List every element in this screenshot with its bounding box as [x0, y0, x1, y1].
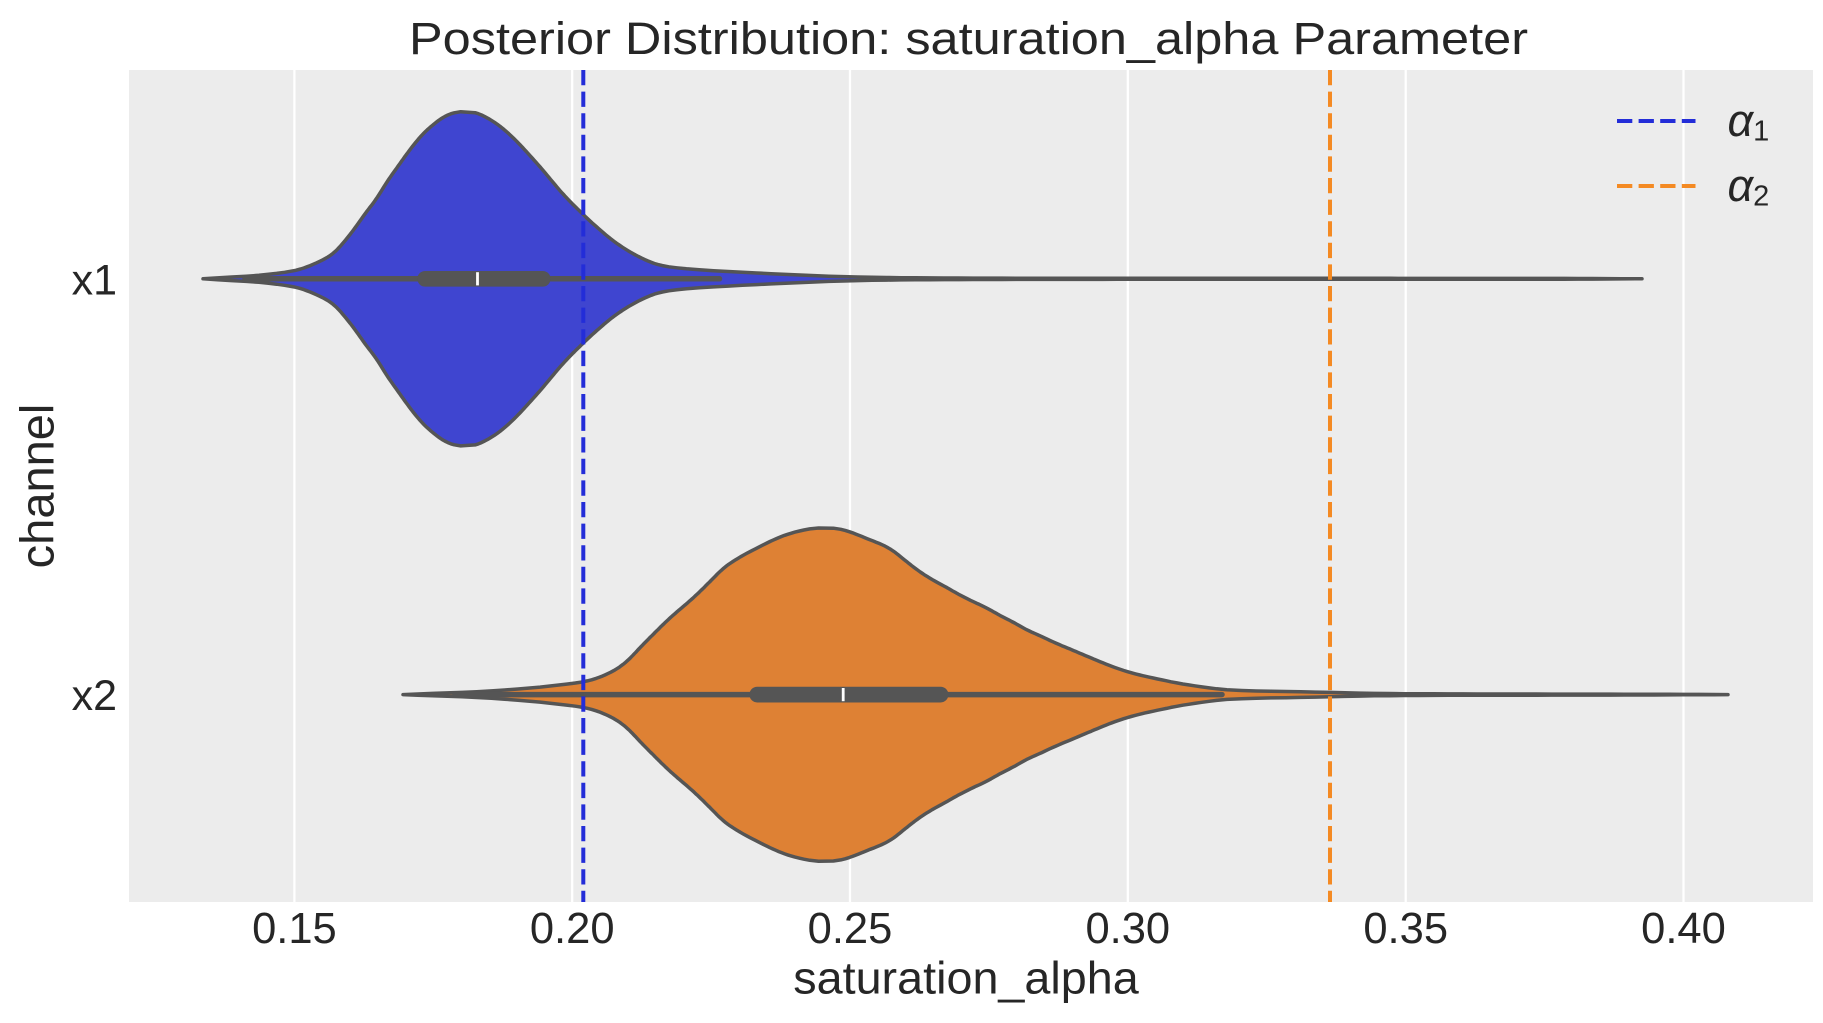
svg-text:channel: channel [11, 404, 64, 569]
svg-text:0.20: 0.20 [530, 905, 615, 953]
svg-text:0.15: 0.15 [252, 905, 337, 953]
svg-text:x1: x1 [72, 256, 117, 304]
svg-text:Posterior Distribution: satura: Posterior Distribution: saturation_alpha… [409, 13, 1528, 64]
svg-text:x2: x2 [72, 672, 117, 720]
svg-text:0.30: 0.30 [1085, 905, 1170, 953]
svg-text:0.25: 0.25 [808, 905, 893, 953]
svg-text:saturation_alpha: saturation_alpha [793, 953, 1139, 1004]
svg-text:0.35: 0.35 [1363, 905, 1448, 953]
svg-text:0.40: 0.40 [1641, 905, 1726, 953]
